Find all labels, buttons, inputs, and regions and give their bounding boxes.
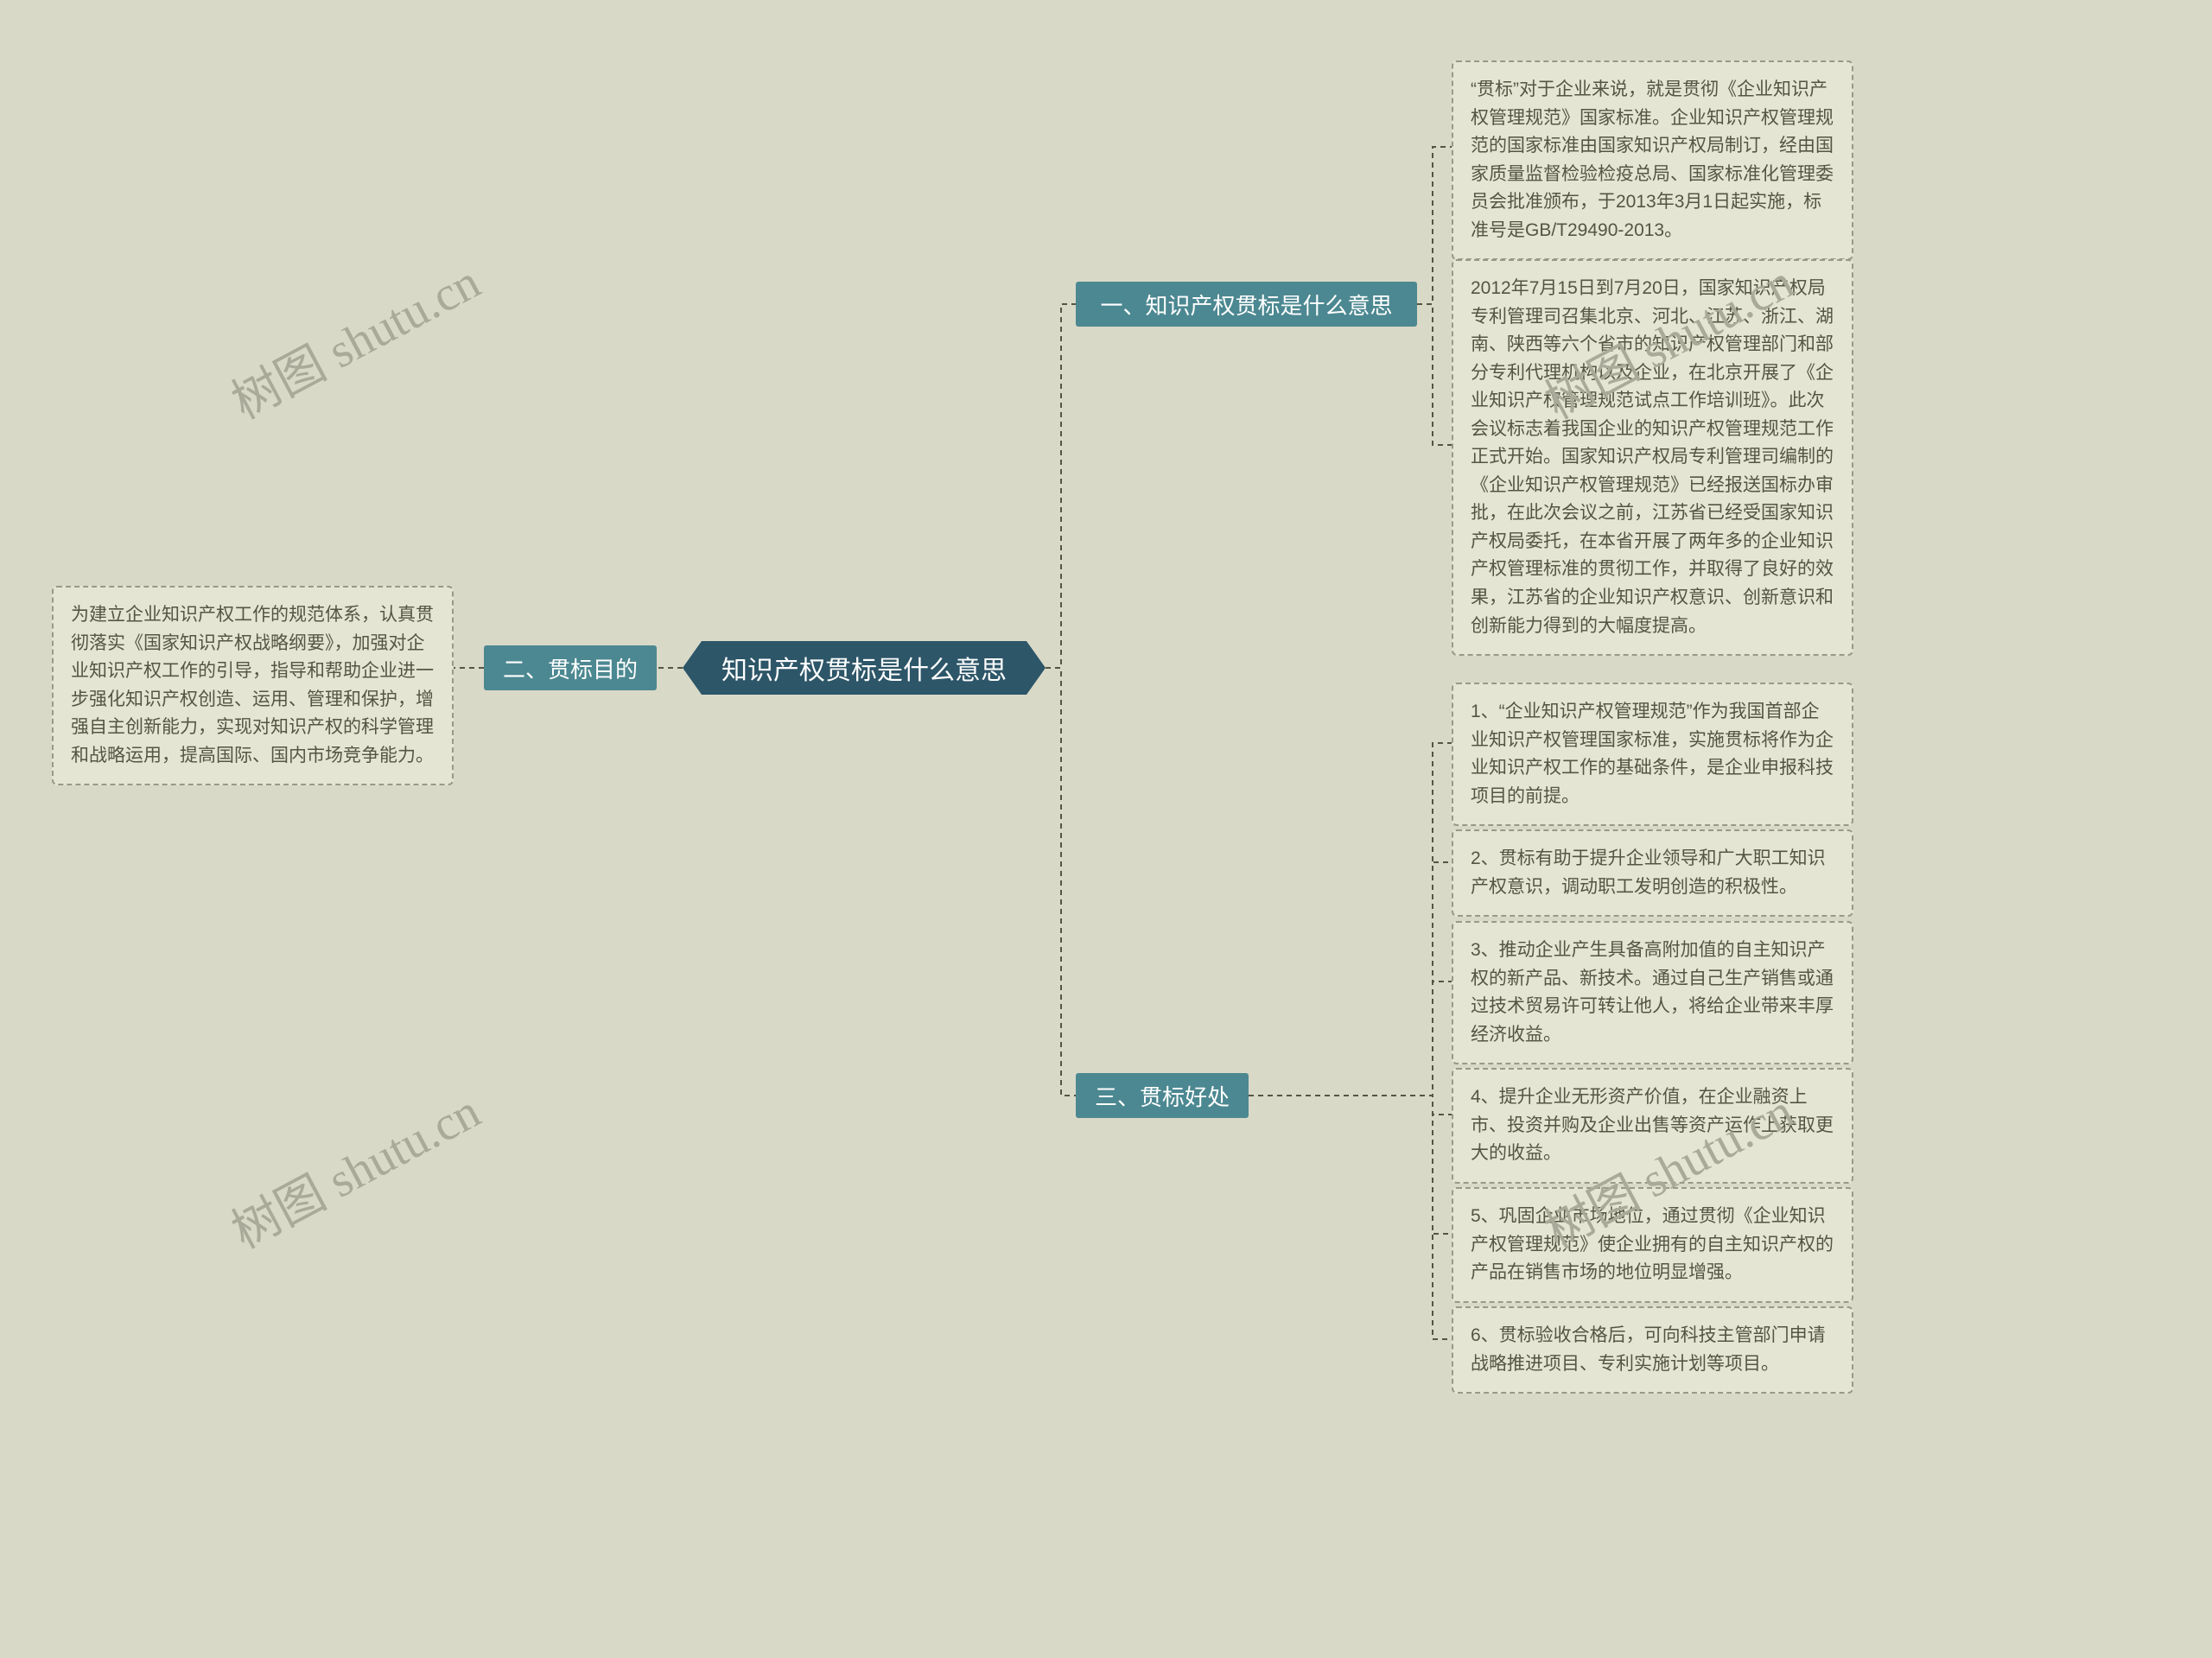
mindmap-branch-purpose[interactable]: 二、贯标目的 <box>484 645 657 690</box>
mindmap-leaf[interactable]: 5、巩固企业市场地位，通过贯彻《企业知识产权管理规范》使企业拥有的自主知识产权的… <box>1452 1187 1853 1303</box>
mindmap-leaf[interactable]: 1、“企业知识产权管理规范”作为我国首部企业知识产权管理国家标准，实施贯标将作为… <box>1452 683 1853 826</box>
mindmap-leaf[interactable]: 3、推动企业产生具备高附加值的自主知识产权的新产品、新技术。通过自己生产销售或通… <box>1452 921 1853 1064</box>
watermark: 树图 shutu.cn <box>218 1073 490 1262</box>
mindmap-center-node[interactable]: 知识产权贯标是什么意思 <box>683 641 1046 695</box>
watermark: 树图 shutu.cn <box>218 244 490 433</box>
mindmap-leaf[interactable]: 4、提升企业无形资产价值，在企业融资上市、投资并购及企业出售等资产运作上获取更大… <box>1452 1068 1853 1184</box>
mindmap-leaf[interactable]: 2、贯标有助于提升企业领导和广大职工知识产权意识，调动职工发明创造的积极性。 <box>1452 829 1853 917</box>
mindmap-leaf[interactable]: 2012年7月15日到7月20日，国家知识产权局专利管理司召集北京、河北、江苏、… <box>1452 259 1853 656</box>
mindmap-leaf[interactable]: 6、贯标验收合格后，可向科技主管部门申请战略推进项目、专利实施计划等项目。 <box>1452 1306 1853 1394</box>
mindmap-branch-meaning[interactable]: 一、知识产权贯标是什么意思 <box>1076 282 1417 327</box>
mindmap-leaf[interactable]: “贯标”对于企业来说，就是贯彻《企业知识产权管理规范》国家标准。企业知识产权管理… <box>1452 60 1853 260</box>
mindmap-branch-benefit[interactable]: 三、贯标好处 <box>1076 1073 1249 1118</box>
mindmap-connectors <box>0 0 2212 1658</box>
mindmap-leaf[interactable]: 为建立企业知识产权工作的规范体系，认真贯彻落实《国家知识产权战略纲要》，加强对企… <box>52 586 454 785</box>
